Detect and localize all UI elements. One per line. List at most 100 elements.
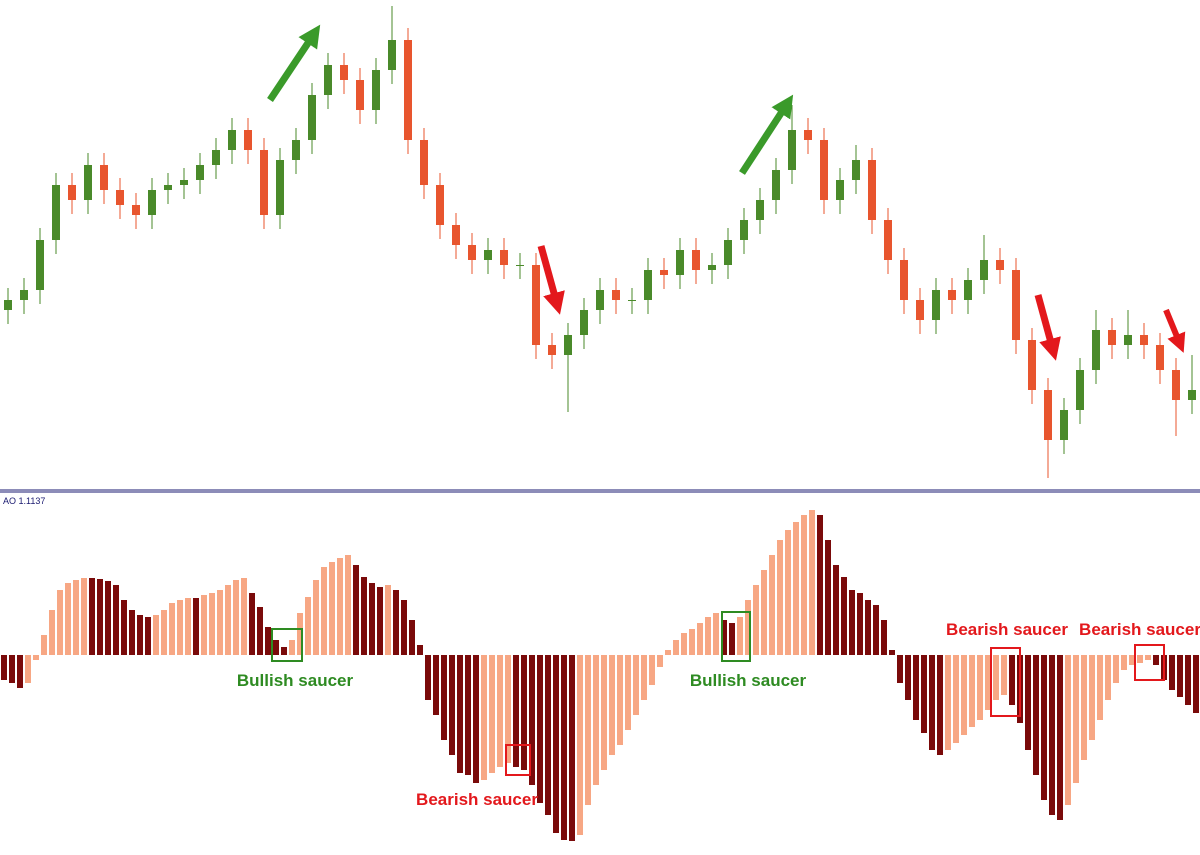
ao-bar xyxy=(1025,655,1031,750)
candle-body xyxy=(468,245,476,260)
ao-bar xyxy=(769,555,775,655)
ao-bar xyxy=(945,655,951,750)
candle-body xyxy=(292,140,300,160)
candle-body xyxy=(308,95,316,140)
ao-bar xyxy=(761,570,767,655)
down-arrow xyxy=(1034,294,1061,361)
ao-bar xyxy=(161,610,167,655)
ao-bar xyxy=(993,655,999,700)
ao-bar xyxy=(793,522,799,655)
candle-body xyxy=(836,180,844,200)
ao-bar xyxy=(97,579,103,655)
ao-bar xyxy=(209,593,215,655)
ao-bar xyxy=(609,655,615,755)
ao-bar xyxy=(25,655,31,683)
annotation: Bearish saucer xyxy=(946,620,1068,639)
annotation: Bullish saucer xyxy=(237,671,354,690)
ao-bar xyxy=(233,580,239,655)
ao-bar xyxy=(9,655,15,683)
ao-bar xyxy=(249,593,255,655)
candle-body xyxy=(1156,345,1164,370)
candle-body xyxy=(996,260,1004,270)
candle-body xyxy=(148,190,156,215)
candle-body xyxy=(948,290,956,300)
candle-body xyxy=(372,70,380,110)
ao-bar xyxy=(177,600,183,655)
ao-bar xyxy=(601,655,607,770)
ao-bar xyxy=(921,655,927,733)
ao-bar xyxy=(401,600,407,655)
candle-body xyxy=(404,40,412,140)
ao-bar xyxy=(753,585,759,655)
candle-body xyxy=(436,185,444,225)
ao-bar xyxy=(737,617,743,655)
ao-bar xyxy=(1049,655,1055,815)
ao-bar xyxy=(529,655,535,785)
ao-bar xyxy=(361,577,367,655)
ao-bar xyxy=(969,655,975,727)
ao-bar xyxy=(121,600,127,655)
ao-bar xyxy=(537,655,543,803)
candle-body xyxy=(84,165,92,200)
ao-bar xyxy=(49,610,55,655)
ao-bar xyxy=(1153,655,1159,665)
ao-bar xyxy=(929,655,935,750)
ao-bar xyxy=(569,655,575,841)
ao-bar xyxy=(105,581,111,655)
ao-bar xyxy=(169,603,175,655)
ao-bar xyxy=(1177,655,1183,697)
candle-body xyxy=(740,220,748,240)
candle-body xyxy=(196,165,204,180)
ao-bar xyxy=(113,585,119,655)
ao-bar xyxy=(217,590,223,655)
ao-bar xyxy=(913,655,919,720)
candle-body xyxy=(180,180,188,185)
ao-bar xyxy=(473,655,479,783)
candle-body xyxy=(52,185,60,240)
candle-body xyxy=(1092,330,1100,370)
ao-bar xyxy=(225,585,231,655)
ao-bar xyxy=(337,558,343,655)
saucer-box xyxy=(1134,644,1165,681)
ao-bar xyxy=(385,585,391,655)
saucer-box xyxy=(990,647,1021,717)
candle-body xyxy=(388,40,396,70)
ao-bar xyxy=(977,655,983,720)
candle-body xyxy=(548,345,556,355)
candle-body xyxy=(132,205,140,215)
candle-body xyxy=(276,160,284,215)
candle-body xyxy=(420,140,428,185)
ao-bar xyxy=(81,578,87,655)
ao-bar xyxy=(937,655,943,755)
ao-bar xyxy=(545,655,551,815)
ao-bar xyxy=(185,598,191,655)
candle-body xyxy=(20,290,28,300)
ao-bar xyxy=(377,587,383,655)
ao-bar xyxy=(137,615,143,655)
ao-bar xyxy=(1137,655,1143,663)
candle-body xyxy=(708,265,716,270)
candle-body xyxy=(660,270,668,275)
ao-bar xyxy=(457,655,463,773)
ao-bar xyxy=(641,655,647,700)
candle-body xyxy=(676,250,684,275)
ao-bar xyxy=(697,623,703,655)
up-arrow xyxy=(267,24,321,102)
candle-body xyxy=(772,170,780,200)
ao-bar xyxy=(689,629,695,655)
candle-body xyxy=(228,130,236,150)
candle-body xyxy=(756,200,764,220)
indicator-title: AO 1.1137 xyxy=(3,496,45,506)
candle-body xyxy=(1012,270,1020,340)
ao-bar xyxy=(1097,655,1103,720)
candle-body xyxy=(68,185,76,200)
ao-bar xyxy=(1113,655,1119,683)
candle-body xyxy=(1188,390,1196,400)
candle-body xyxy=(580,310,588,335)
ao-bar xyxy=(73,580,79,655)
ao-bar xyxy=(153,615,159,655)
ao-bar xyxy=(417,645,423,655)
ao-bar xyxy=(345,555,351,655)
ao-bar xyxy=(809,510,815,655)
ao-bar xyxy=(889,650,895,655)
